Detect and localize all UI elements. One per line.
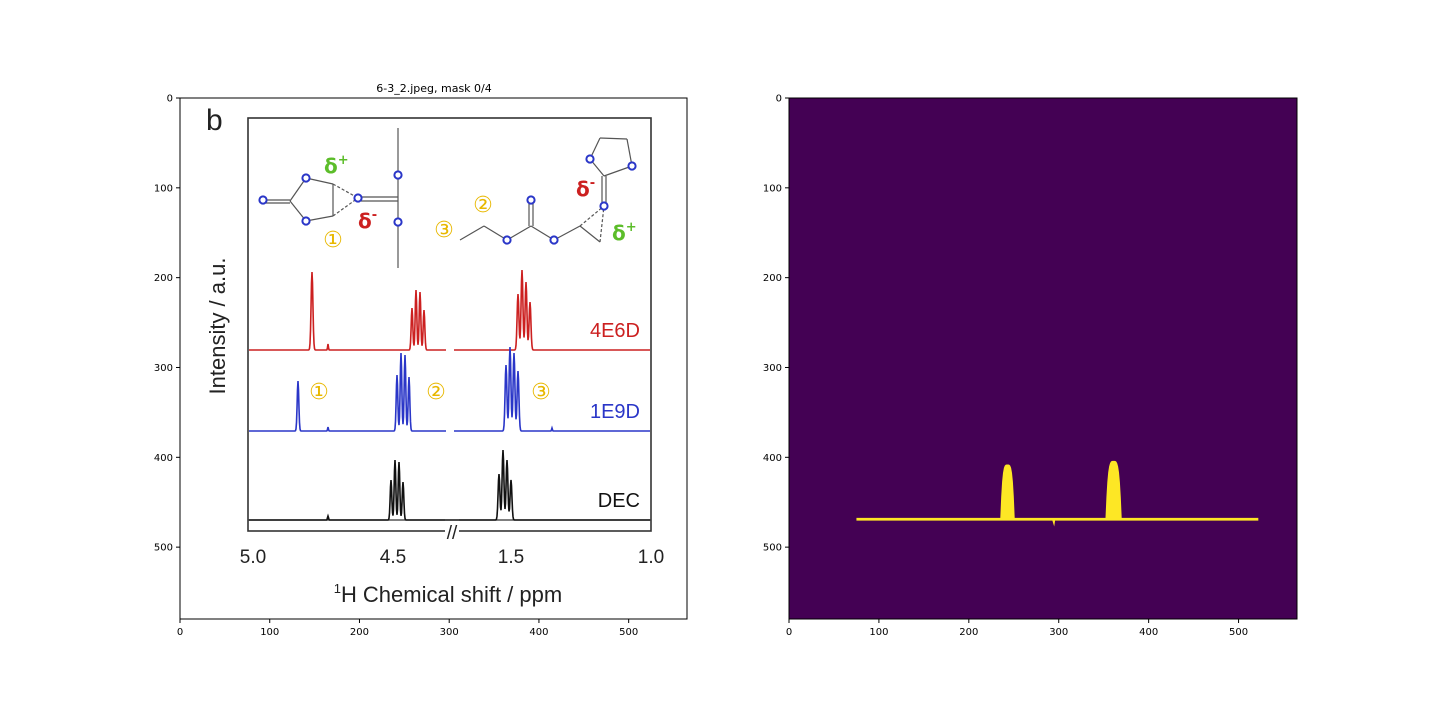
x-tick-label: 300 [440, 627, 459, 638]
nmr-x-label-text: Chemical shift / ppm [363, 582, 562, 607]
left-image-background [180, 98, 687, 619]
x-tick-label: 400 [529, 627, 548, 638]
x-tick-label: 0 [177, 627, 183, 638]
y-tick-label: 200 [763, 273, 782, 284]
series-label-4E6D: 4E6D [590, 320, 640, 342]
atom-o [393, 217, 403, 227]
series-label-1E9D: 1E9D [590, 401, 640, 423]
peak-marker-1: ① [309, 380, 329, 405]
structure-marker-3: ③ [434, 218, 454, 243]
y-tick-label: 300 [763, 363, 782, 374]
nmr-x-label-sup: 1 [334, 581, 341, 596]
nmr-xtick-1.0: 1.0 [638, 547, 664, 568]
atom-o [599, 201, 609, 211]
x-tick-label: 200 [350, 627, 369, 638]
left-axes-title: 6-3_2.jpeg, mask 0/4 [376, 82, 492, 95]
left-x-ticks: 0 100 200 300 400 500 [177, 619, 638, 638]
mask-background [789, 98, 1297, 619]
axis-break-gap [445, 514, 459, 534]
spectrum-break-gap [446, 270, 454, 510]
peak-marker-3: ③ [531, 380, 551, 405]
atom-o [549, 235, 559, 245]
x-tick-label: 500 [1229, 627, 1248, 638]
peak-marker-2: ② [426, 380, 446, 405]
nmr-image: b // 5.0 4.5 1.5 1.0 1H Chemical shift / … [205, 104, 664, 607]
mask-foreground [856, 460, 1259, 527]
y-tick-label: 0 [776, 94, 782, 105]
nmr-y-axis-label: Intensity / a.u. [205, 258, 230, 395]
y-tick-label: 0 [167, 94, 173, 105]
nmr-xtick-4.5: 4.5 [380, 547, 406, 568]
atom-o [585, 154, 595, 164]
right-y-ticks: 0 100 200 300 400 500 [763, 94, 789, 554]
atom-o [502, 235, 512, 245]
structure-left [258, 128, 403, 268]
atom-o [627, 161, 637, 171]
left-axes-frame [179, 97, 688, 620]
right-x-ticks: 0 100 200 300 400 500 [786, 619, 1248, 638]
x-tick-label: 0 [786, 627, 792, 638]
y-tick-label: 500 [763, 543, 782, 554]
structure-marker-1: ① [323, 228, 343, 253]
y-tick-label: 200 [154, 273, 173, 284]
right-axes-frame [788, 97, 1298, 620]
x-tick-label: 200 [959, 627, 978, 638]
nmr-x-label-nucleus: H [341, 582, 357, 607]
right-axes: 0 100 200 300 400 500 0 100 200 300 400 500 [763, 94, 1298, 638]
nmr-xtick-5.0: 5.0 [240, 547, 266, 568]
y-tick-label: 500 [154, 543, 173, 554]
spectrum-DEC [249, 449, 650, 521]
left-y-ticks: 0 100 200 300 400 500 [154, 94, 180, 554]
y-tick-label: 300 [154, 363, 173, 374]
y-tick-label: 400 [154, 453, 173, 464]
x-tick-label: 300 [1049, 627, 1068, 638]
series-label-DEC: DEC [598, 490, 640, 512]
delta-plus-left: δ+ [324, 153, 349, 178]
atom-o [526, 195, 536, 205]
delta-minus-left: δ- [358, 208, 377, 233]
y-tick-label: 100 [763, 183, 782, 194]
atom-o [301, 216, 311, 226]
y-tick-label: 100 [154, 183, 173, 194]
nmr-xtick-1.5: 1.5 [498, 547, 524, 568]
x-tick-label: 400 [1139, 627, 1158, 638]
structure-marker-2: ② [473, 193, 493, 218]
y-tick-label: 400 [763, 453, 782, 464]
atom-o [353, 193, 363, 203]
atom-o [301, 173, 311, 183]
x-tick-label: 500 [619, 627, 638, 638]
axis-break-mark: // [447, 523, 458, 544]
atom-o [393, 170, 403, 180]
structure-right [459, 137, 637, 245]
atom-o [258, 195, 268, 205]
nmr-x-axis-label: 1H Chemical shift / ppm [334, 581, 562, 607]
delta-minus-right: δ- [576, 176, 595, 201]
left-axes: 6-3_2.jpeg, mask 0/4 b // 5.0 4.5 1.5 1.… [154, 82, 688, 638]
x-tick-label: 100 [260, 627, 279, 638]
delta-plus-right: δ+ [612, 220, 637, 245]
x-tick-label: 100 [869, 627, 888, 638]
panel-letter: b [206, 104, 223, 137]
